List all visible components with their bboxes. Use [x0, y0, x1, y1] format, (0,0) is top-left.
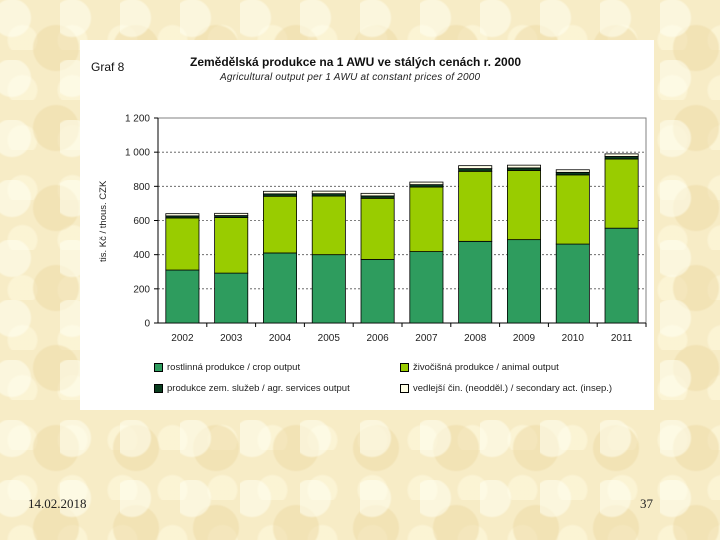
x-tick-label: 2003	[220, 333, 243, 344]
bar-segment-2010-1	[555, 174, 590, 245]
bar-segment-2002-0	[165, 269, 200, 324]
bar-segment-2009-1	[507, 170, 541, 241]
bar-segment-2005-1	[311, 195, 346, 256]
bar-segment-2005-0	[311, 254, 346, 324]
y-tick-label: 200	[133, 284, 150, 295]
legend-label-crop: rostlinná produkce / crop output	[167, 362, 301, 373]
y-tick-label: 800	[133, 182, 150, 193]
bar-segment-2011-3	[604, 153, 639, 157]
legend-label-animal: živočišná produkce / animal output	[413, 362, 559, 373]
bar-segment-2004-0	[263, 252, 297, 324]
figure-label: Graf 8	[91, 60, 125, 74]
y-tick-label: 1 200	[125, 114, 150, 125]
x-tick-label: 2008	[464, 333, 487, 344]
stacked-bar-chart: 0 200 400 600 800 1 000 1 200 2002 2003 2004 2005 2…	[125, 114, 647, 344]
bar-segment-2009-3	[507, 164, 541, 169]
chart-panel: Graf 8 Zemědělská produkce na 1 AWU ve s…	[80, 40, 654, 410]
bar-segment-2004-1	[263, 195, 297, 254]
bar-segment-2006-3	[360, 192, 395, 197]
bar-segment-2007-1	[409, 186, 444, 252]
x-tick-label: 2011	[611, 333, 633, 344]
legend-item-crop: rostlinná produkce / crop output	[154, 362, 300, 373]
x-tick-label: 2007	[415, 333, 438, 344]
slide-date: 14.02.2018	[28, 496, 87, 511]
bar-segment-2006-1	[360, 197, 395, 260]
bar-segment-2010-3	[555, 169, 590, 173]
legend-label-services: produkce zem. služeb / agr. services out…	[167, 383, 350, 394]
bar-segment-2006-0	[360, 259, 395, 324]
legend-swatch-animal	[400, 363, 409, 372]
bar-segment-2003-3	[214, 212, 249, 216]
chart-title: Zemědělská produkce na 1 AWU ve stálých …	[190, 55, 522, 69]
bar-segment-2003-1	[214, 217, 249, 274]
y-tick-label: 0	[144, 319, 150, 330]
bar-segment-2009-0	[507, 239, 541, 324]
bar-segment-2003-0	[214, 272, 249, 324]
bar-segment-2007-0	[409, 251, 444, 324]
bar-segment-2010-0	[555, 243, 590, 324]
bar-segment-2002-1	[165, 217, 200, 271]
y-tick-label: 600	[133, 216, 150, 227]
legend-swatch-secondary	[400, 384, 409, 393]
y-tick-label: 1 000	[125, 148, 150, 159]
legend-swatch-services	[154, 384, 163, 393]
legend-item-animal: živočišná produkce / animal output	[400, 362, 559, 373]
bar-segment-2008-2	[458, 168, 493, 172]
bar-segment-2008-3	[458, 165, 493, 169]
x-tick-label: 2010	[562, 333, 585, 344]
x-tick-label: 2004	[269, 333, 292, 344]
x-tick-label: 2006	[366, 333, 389, 344]
y-tick-label: 400	[133, 250, 150, 261]
bar-segment-2011-0	[604, 227, 639, 324]
legend-swatch-crop	[154, 363, 163, 372]
legend-label-secondary: vedlejší čin. (neodděl.) / secondary act…	[413, 383, 613, 394]
bar-segment-2008-1	[458, 170, 493, 242]
x-tick-label: 2005	[318, 333, 341, 344]
bar-segment-2011-1	[604, 158, 639, 229]
bar-segment-2007-3	[409, 181, 444, 186]
slide-page-number: 37	[640, 496, 653, 511]
bar-segment-2005-3	[311, 190, 346, 195]
legend-item-secondary: vedlejší čin. (neodděl.) / secondary act…	[400, 383, 612, 394]
bar-segment-2004-3	[263, 190, 297, 195]
x-tick-label: 2009	[513, 333, 536, 344]
bar-segment-2008-0	[458, 240, 493, 324]
bar-segment-2002-3	[165, 213, 200, 217]
chart-subtitle: Agricultural output per 1 AWU at constan…	[220, 72, 481, 83]
legend-item-services: produkce zem. služeb / agr. services out…	[154, 383, 350, 394]
x-tick-label: 2002	[171, 333, 194, 344]
